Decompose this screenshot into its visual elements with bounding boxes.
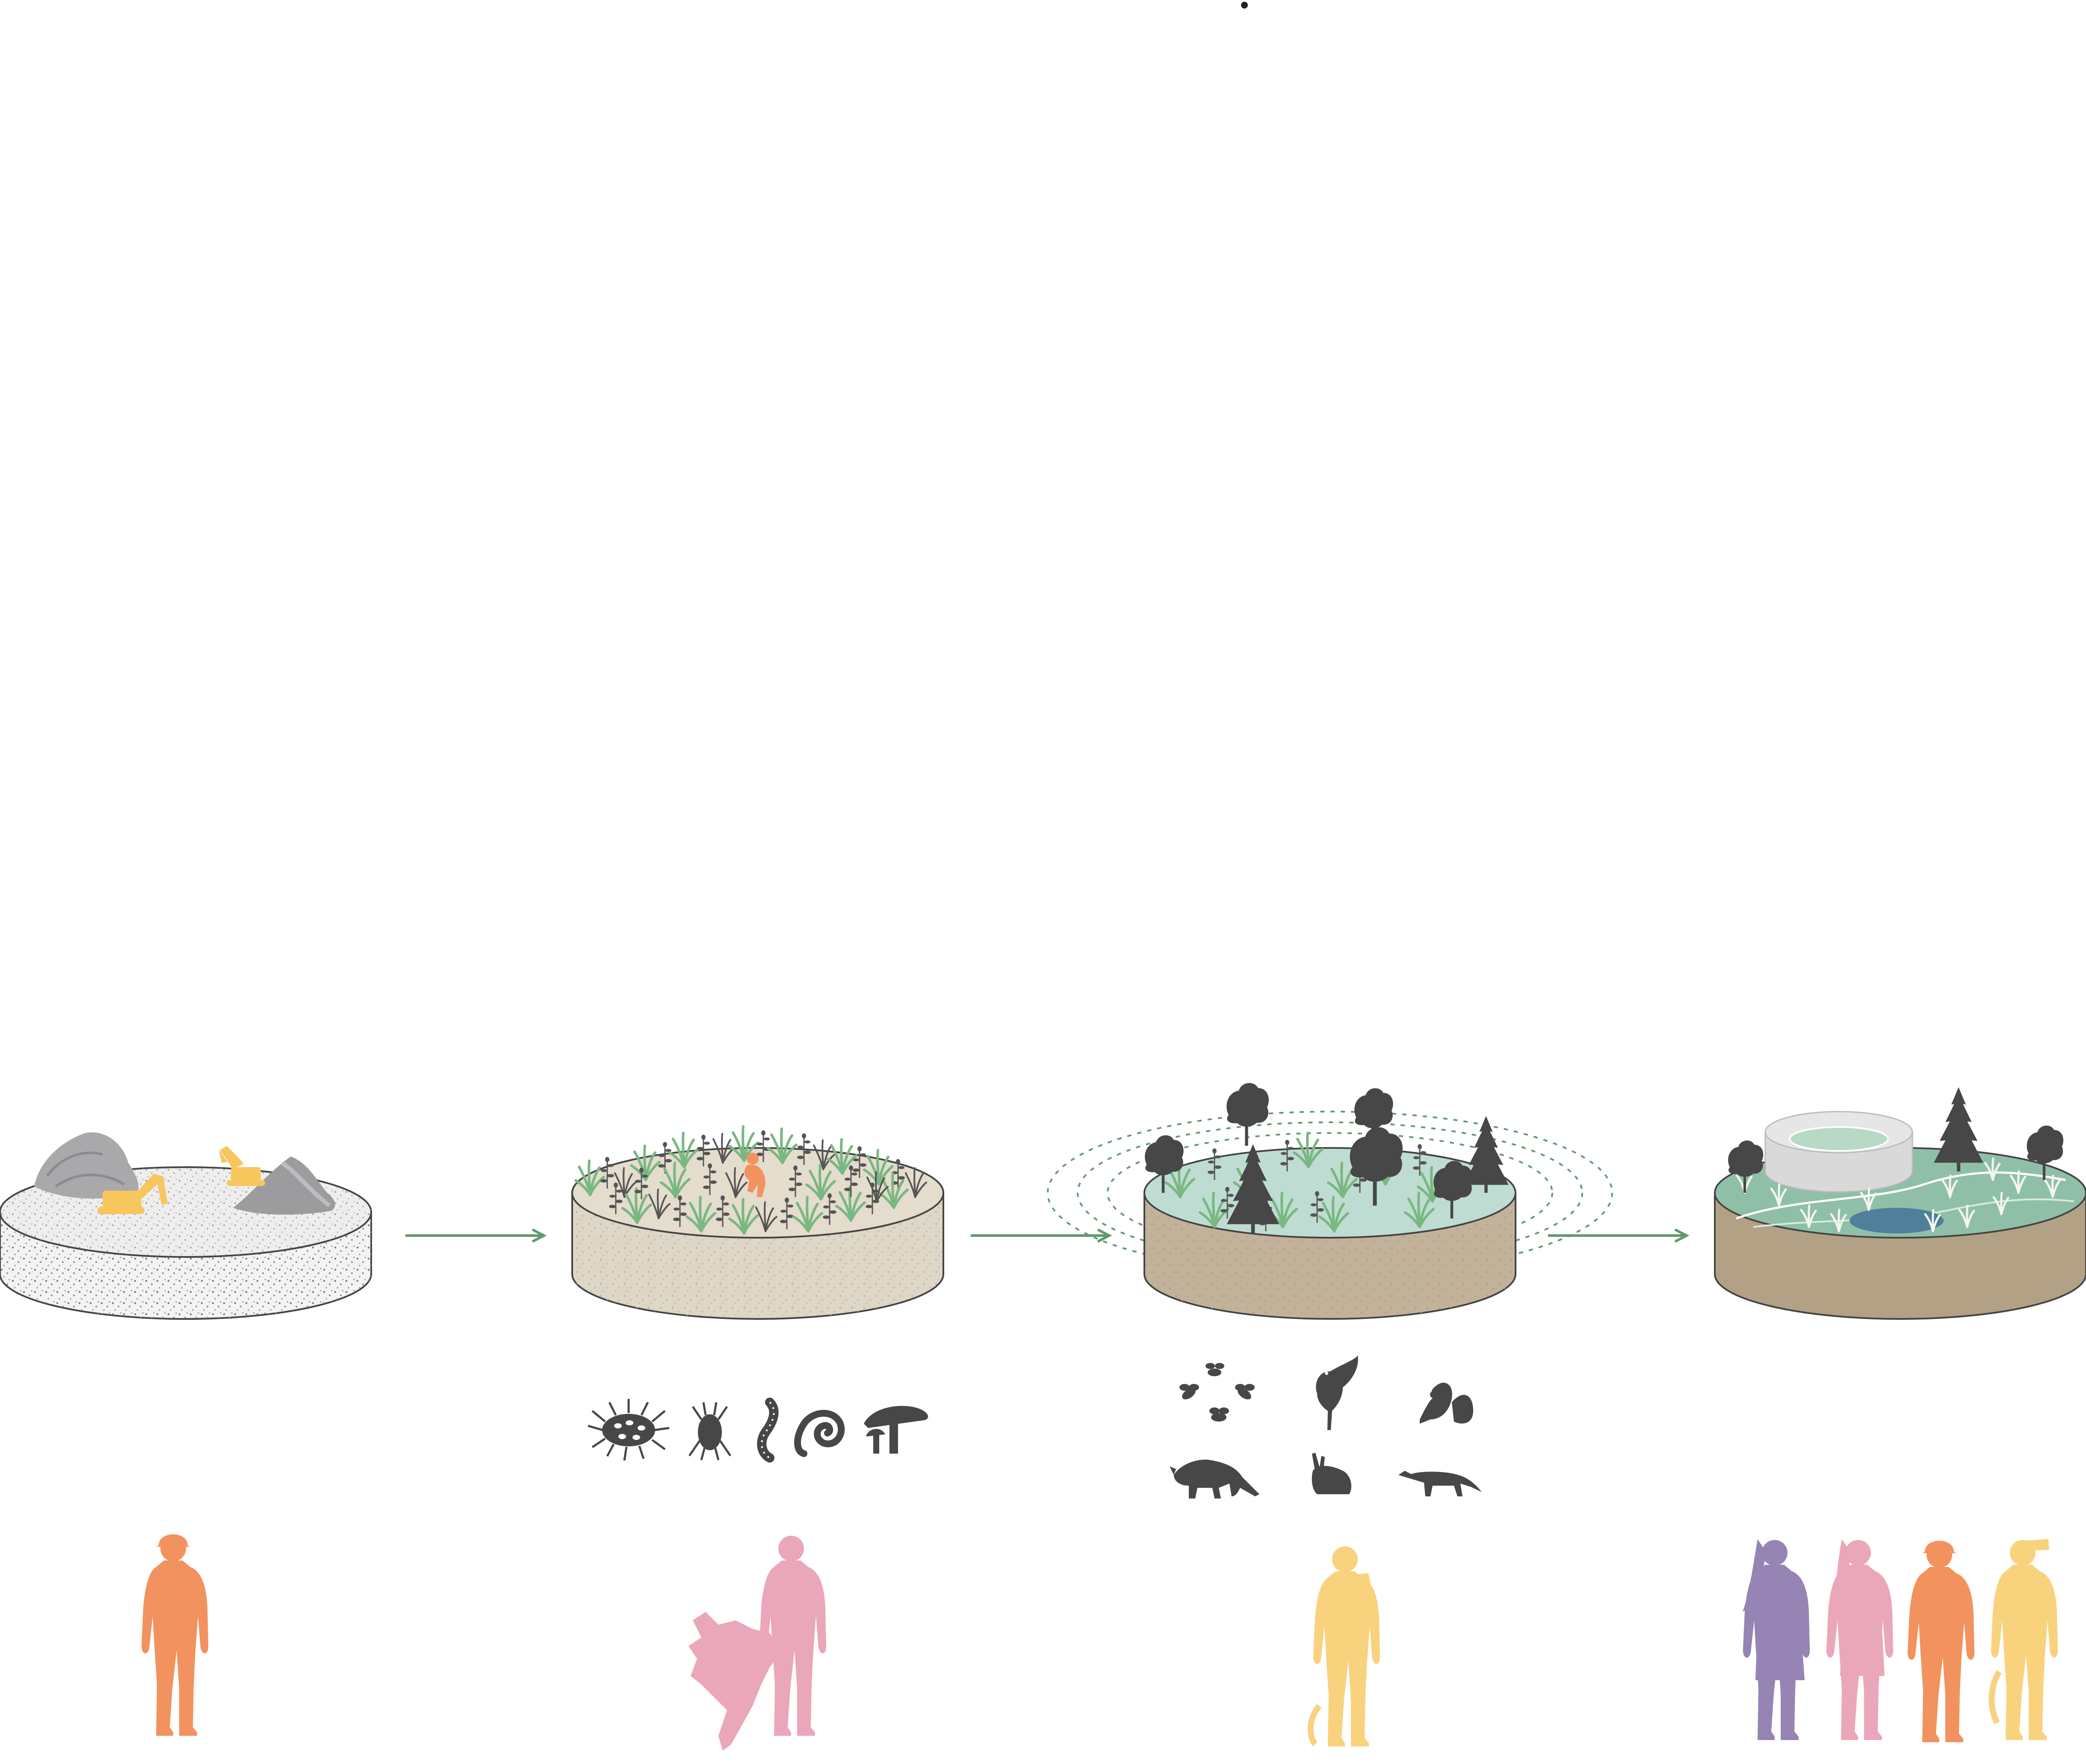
bees-icon	[1179, 1363, 1255, 1422]
arrow-stage-1-to-2	[405, 1228, 547, 1243]
stage-2-planting-disc	[571, 1127, 944, 1320]
stage-1-construction-disc	[0, 1132, 372, 1320]
visitor-figure	[1826, 1539, 1894, 1740]
soil-organisms-group	[588, 1398, 928, 1463]
stage-3-ecosystem-disc	[1047, 1083, 1613, 1320]
squirrel-icon	[1420, 1383, 1473, 1424]
visitor-figure	[1743, 1539, 1810, 1740]
wildlife-group	[1170, 1355, 1482, 1499]
raccoon-icon	[1170, 1460, 1259, 1499]
arrow-stage-3-to-4	[1548, 1228, 1690, 1243]
worm-icon	[794, 1410, 845, 1457]
rabbit-icon	[1312, 1453, 1351, 1494]
mushroom-icon	[864, 1406, 928, 1454]
bacteria-icon	[588, 1399, 670, 1461]
birdwatcher-figure	[1307, 1546, 1380, 1746]
fox-icon	[1398, 1471, 1482, 1496]
rubble-pile-icon	[34, 1132, 139, 1199]
habitat-range-rings	[1047, 1111, 1613, 1275]
marker-dot	[1241, 2, 1248, 9]
excavator-icon	[219, 1146, 265, 1186]
worker-figure	[1907, 1540, 1975, 1742]
stage-4-park-disc	[1714, 1087, 2086, 1320]
mite-icon	[688, 1402, 732, 1460]
worker-figure	[141, 1534, 209, 1736]
bird-icon	[1316, 1355, 1358, 1430]
visitors-group	[1743, 1539, 2058, 1742]
arrow-stage-2-to-3	[971, 1228, 1112, 1243]
gravel-pile-icon	[233, 1156, 335, 1215]
gardener-with-wheelbarrow-figure	[688, 1536, 827, 1751]
pavilion	[1764, 1111, 1913, 1193]
millipede-icon	[757, 1398, 779, 1463]
excavator-icon	[98, 1174, 168, 1214]
birdwatcher-figure	[1988, 1539, 2058, 1740]
gardener-small-icon	[744, 1153, 765, 1197]
